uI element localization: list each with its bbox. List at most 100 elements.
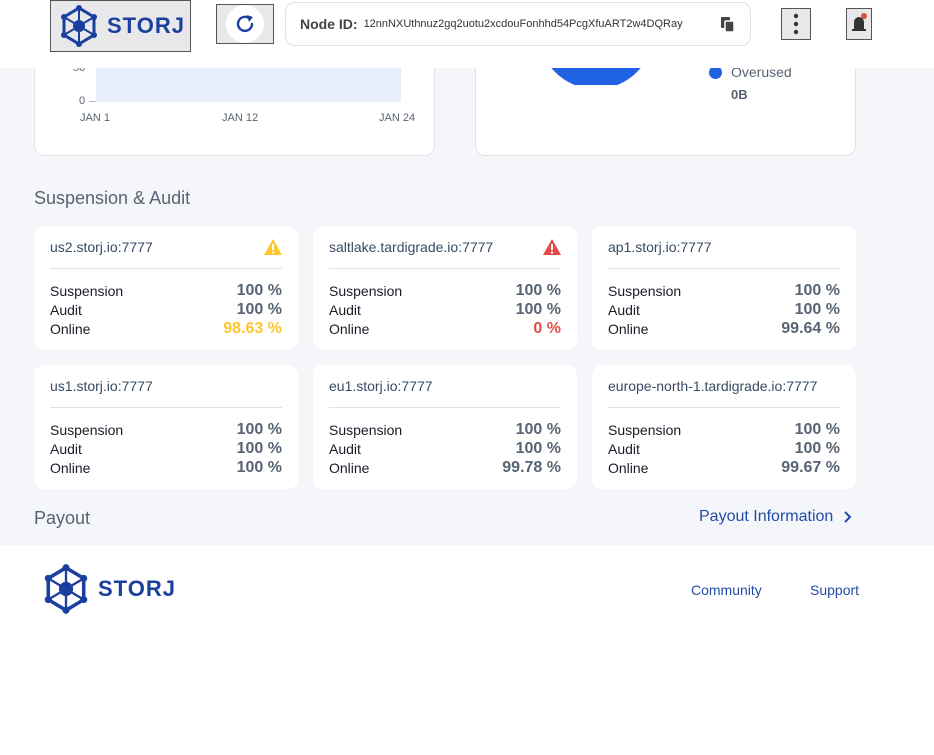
online-value: 99.78 % (502, 458, 561, 476)
online-label: Online (608, 320, 649, 337)
online-label: Online (50, 459, 91, 476)
online-value: 100 % (236, 458, 282, 476)
audit-row: Audit 100 % (608, 439, 840, 458)
audit-row: Audit 100 % (329, 439, 561, 458)
node-id-field: Node ID: 12nnNXUthnuz2gq2uotu2xcdouFonhh… (285, 2, 751, 46)
payout-information-label: Payout Information (699, 508, 834, 525)
satellite-name: us2.storj.io:7777 (50, 239, 153, 255)
satellite-name: us1.storj.io:7777 (50, 378, 153, 394)
audit-value: 100 % (515, 300, 561, 318)
overused-legend-label: Overused (731, 64, 792, 80)
satellite-name: ap1.storj.io:7777 (608, 239, 712, 255)
x-tick-jan24: JAN 24 (379, 112, 416, 124)
suspension-row: Suspension 100 % (608, 281, 840, 300)
chart-area-fill (96, 67, 401, 102)
satellite-divider (329, 407, 561, 408)
suspension-label: Suspension (608, 282, 682, 299)
footer-logo[interactable]: STORJ (40, 563, 176, 615)
suspension-label: Suspension (50, 282, 124, 299)
satellite-name: eu1.storj.io:7777 (329, 378, 433, 394)
online-row: Online 98.63 % (50, 319, 282, 338)
support-link[interactable]: Support (810, 582, 860, 598)
online-label: Online (329, 320, 370, 337)
audit-label: Audit (608, 440, 640, 457)
audit-row: Audit 100 % (608, 300, 840, 319)
bell-icon (852, 13, 867, 31)
suspension-row: Suspension 100 % (329, 420, 561, 439)
warning-icon[interactable] (543, 239, 561, 255)
refresh-button[interactable] (216, 4, 274, 44)
chevron-right-icon (844, 511, 852, 523)
online-value: 99.64 % (781, 319, 840, 337)
payout-information-link[interactable]: Payout Information (699, 508, 855, 526)
satellite-divider (608, 268, 840, 269)
suspension-label: Suspension (50, 421, 124, 438)
satellite-card: us1.storj.io:7777 Suspension 100 % Audit 100… (34, 365, 298, 489)
satellite-divider (50, 268, 282, 269)
logo-button[interactable]: STORJ (50, 0, 191, 52)
storj-logo-icon (61, 5, 97, 47)
online-row: Online 100 % (50, 458, 282, 477)
suspension-value: 100 % (794, 281, 840, 299)
satellite-card: saltlake.tardigrade.io:7777 Suspension 100… (313, 226, 577, 350)
online-value: 0 % (533, 319, 561, 337)
suspension-row: Suspension 100 % (329, 281, 561, 300)
suspension-label: Suspension (329, 282, 403, 299)
online-value: 98.63 % (223, 319, 282, 337)
overused-legend-value: 0B (731, 87, 748, 102)
satellite-name: saltlake.tardigrade.io:7777 (329, 239, 494, 255)
suspension-row: Suspension 100 % (608, 420, 840, 439)
copy-icon[interactable] (720, 16, 736, 34)
more-vertical-icon (793, 13, 799, 35)
y-tick-0: 0 (79, 95, 86, 107)
y-axis-tick-mark (89, 101, 97, 102)
more-options-button[interactable] (781, 8, 811, 40)
overused-legend-dot (709, 66, 722, 79)
suspension-value: 100 % (515, 281, 561, 299)
audit-row: Audit 100 % (329, 300, 561, 319)
warning-icon[interactable] (264, 239, 282, 255)
community-link[interactable]: Community (691, 582, 762, 598)
logo-text: STORJ (107, 13, 185, 38)
refresh-icon (236, 15, 254, 33)
online-row: Online 99.64 % (608, 319, 840, 338)
suspension-row: Suspension 100 % (50, 281, 282, 300)
online-label: Online (329, 459, 370, 476)
payout-title: Payout (34, 508, 91, 528)
online-label: Online (608, 459, 649, 476)
audit-label: Audit (329, 440, 361, 457)
suspension-label: Suspension (608, 421, 682, 438)
audit-label: Audit (50, 301, 82, 318)
suspension-value: 100 % (515, 420, 561, 438)
audit-value: 100 % (236, 439, 282, 457)
satellite-card: us2.storj.io:7777 Suspension 100 % Audit 100… (34, 226, 298, 350)
suspension-value: 100 % (794, 420, 840, 438)
satellite-card: ap1.storj.io:7777 Suspension 100 % Audit 100… (592, 226, 856, 350)
online-row: Online 0 % (329, 319, 561, 338)
satellite-card: eu1.storj.io:7777 Suspension 100 % Audit 100… (313, 365, 577, 489)
online-row: Online 99.78 % (329, 458, 561, 477)
audit-value: 100 % (515, 439, 561, 457)
satellite-divider (50, 407, 282, 408)
storj-logo-icon (44, 564, 88, 614)
suspension-row: Suspension 100 % (50, 420, 282, 439)
audit-label: Audit (608, 301, 640, 318)
satellite-divider (329, 268, 561, 269)
online-value: 99.67 % (781, 458, 840, 476)
x-tick-jan1: JAN 1 (80, 112, 110, 124)
satellite-card: europe-north-1.tardigrade.io:7777 Suspens… (592, 365, 856, 489)
audit-row: Audit 100 % (50, 300, 282, 319)
online-label: Online (50, 320, 91, 337)
x-tick-jan12: JAN 12 (222, 112, 259, 124)
audit-label: Audit (50, 440, 82, 457)
suspension-value: 100 % (236, 420, 282, 438)
suspension-value: 100 % (236, 281, 282, 299)
satellite-name: europe-north-1.tardigrade.io:7777 (608, 378, 818, 394)
audit-value: 100 % (794, 300, 840, 318)
audit-row: Audit 100 % (50, 439, 282, 458)
notifications-button[interactable] (846, 8, 872, 40)
node-id-label: Node ID: (300, 16, 358, 32)
satellite-divider (608, 407, 840, 408)
suspension-label: Suspension (329, 421, 403, 438)
audit-label: Audit (329, 301, 361, 318)
